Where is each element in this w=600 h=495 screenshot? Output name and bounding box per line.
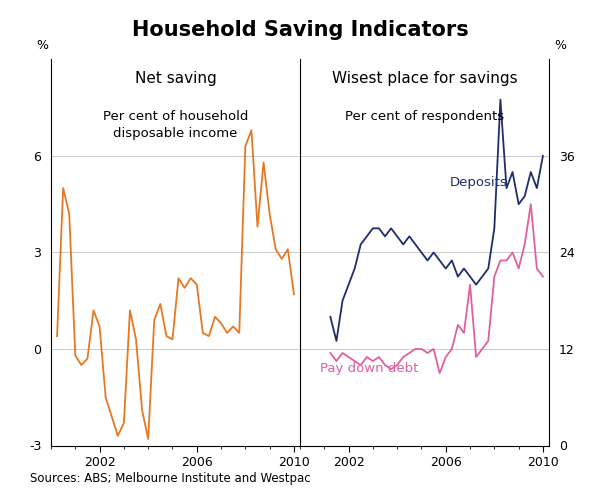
Text: Pay down debt: Pay down debt [320,362,418,375]
Text: Household Saving Indicators: Household Saving Indicators [131,20,469,40]
Text: Per cent of household
disposable income: Per cent of household disposable income [103,109,248,140]
Text: %: % [554,39,566,51]
Text: Deposits: Deposits [449,176,507,190]
Text: Wisest place for savings: Wisest place for savings [332,71,517,86]
Text: %: % [37,39,49,51]
Text: Net saving: Net saving [134,71,217,86]
Text: Per cent of respondents: Per cent of respondents [345,109,504,123]
Text: Sources: ABS; Melbourne Institute and Westpac: Sources: ABS; Melbourne Institute and We… [30,472,311,485]
